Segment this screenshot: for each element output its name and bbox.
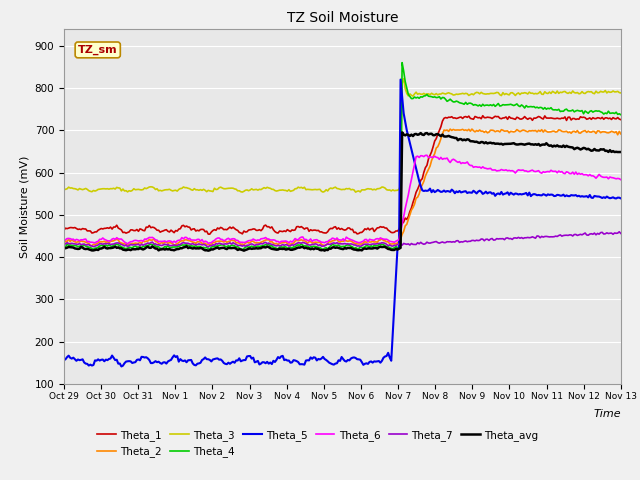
Theta_6: [617, 177, 625, 182]
Theta_3: [254, 187, 262, 193]
Line: Theta_5: Theta_5: [64, 80, 621, 366]
Text: Time: Time: [593, 409, 621, 419]
Theta_3: [226, 185, 234, 191]
Theta_5: [617, 195, 625, 201]
Theta_avg: [398, 130, 406, 135]
Theta_avg: [240, 248, 248, 253]
Title: TZ Soil Moisture: TZ Soil Moisture: [287, 11, 398, 25]
Theta_3: [129, 188, 136, 193]
Theta_4: [589, 109, 596, 115]
Theta_2: [228, 237, 236, 243]
Theta_6: [305, 238, 313, 243]
Theta_4: [239, 247, 246, 253]
Theta_7: [305, 242, 313, 248]
Theta_7: [616, 229, 623, 235]
Theta_7: [617, 230, 625, 236]
Theta_5: [60, 357, 68, 363]
Theta_2: [617, 131, 625, 137]
Text: TZ_sm: TZ_sm: [78, 45, 118, 55]
Theta_6: [255, 238, 263, 243]
Theta_3: [60, 187, 68, 192]
Legend: Theta_1, Theta_2, Theta_3, Theta_4, Theta_5, Theta_6, Theta_7, Theta_avg: Theta_1, Theta_2, Theta_3, Theta_4, Thet…: [97, 430, 538, 457]
Theta_7: [204, 244, 212, 250]
Theta_1: [60, 227, 68, 233]
Line: Theta_2: Theta_2: [64, 129, 621, 246]
Theta_2: [60, 240, 68, 246]
Theta_3: [352, 189, 360, 195]
Theta_4: [305, 244, 313, 250]
Y-axis label: Soil Moisture (mV): Soil Moisture (mV): [19, 155, 29, 258]
Theta_3: [400, 76, 408, 82]
Theta_2: [255, 240, 263, 246]
Theta_4: [226, 243, 234, 249]
Theta_5: [130, 360, 138, 365]
Theta_2: [130, 240, 138, 246]
Theta_2: [305, 239, 313, 245]
Theta_4: [255, 244, 263, 250]
Theta_1: [255, 227, 263, 233]
Theta_avg: [305, 246, 313, 252]
Line: Theta_avg: Theta_avg: [64, 132, 621, 251]
Theta_2: [589, 129, 596, 134]
Theta_7: [255, 241, 263, 247]
Theta_2: [88, 243, 96, 249]
Theta_7: [129, 242, 136, 248]
Theta_3: [589, 90, 596, 96]
Theta_3: [617, 90, 625, 96]
Theta_6: [124, 241, 131, 247]
Theta_7: [246, 241, 254, 247]
Theta_7: [228, 241, 236, 247]
Theta_5: [228, 360, 236, 365]
Theta_7: [60, 242, 68, 248]
Theta_4: [129, 245, 136, 251]
Theta_avg: [226, 245, 234, 251]
Line: Theta_6: Theta_6: [64, 155, 621, 244]
Theta_avg: [246, 245, 254, 251]
Theta_avg: [129, 246, 136, 252]
Theta_5: [589, 195, 596, 201]
Theta_6: [246, 238, 254, 243]
Theta_7: [588, 231, 595, 237]
Theta_1: [589, 115, 596, 120]
Theta_avg: [255, 245, 263, 251]
Theta_4: [246, 244, 254, 250]
Theta_5: [255, 361, 263, 367]
Theta_4: [617, 112, 625, 118]
Theta_2: [468, 126, 476, 132]
Theta_1: [228, 226, 236, 231]
Theta_5: [397, 77, 404, 83]
Theta_6: [60, 238, 68, 244]
Theta_5: [118, 363, 125, 369]
Theta_avg: [60, 245, 68, 251]
Line: Theta_7: Theta_7: [64, 232, 621, 247]
Theta_1: [479, 113, 486, 119]
Theta_4: [398, 60, 406, 65]
Line: Theta_3: Theta_3: [64, 79, 621, 192]
Theta_6: [228, 236, 236, 242]
Line: Theta_1: Theta_1: [64, 116, 621, 234]
Theta_3: [244, 188, 252, 193]
Theta_3: [303, 186, 311, 192]
Theta_1: [617, 117, 625, 122]
Theta_1: [305, 228, 313, 234]
Theta_avg: [617, 149, 625, 155]
Theta_1: [129, 227, 136, 233]
Theta_6: [589, 173, 596, 179]
Theta_1: [206, 231, 214, 237]
Theta_2: [246, 240, 254, 245]
Theta_4: [60, 244, 68, 250]
Theta_5: [305, 358, 313, 363]
Theta_1: [246, 227, 254, 233]
Theta_5: [246, 353, 254, 359]
Theta_avg: [589, 147, 596, 153]
Line: Theta_4: Theta_4: [64, 62, 621, 250]
Theta_6: [423, 152, 431, 158]
Theta_6: [130, 238, 138, 243]
